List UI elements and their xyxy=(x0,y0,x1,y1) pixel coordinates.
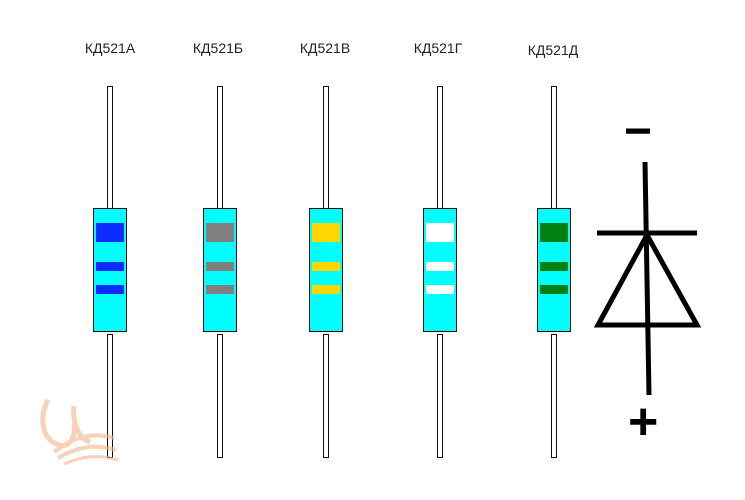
diode-label-a: КД521А xyxy=(84,40,136,56)
diode-body-d xyxy=(537,208,571,332)
band-narrow xyxy=(96,285,124,294)
diode-label-d: КД521Д xyxy=(527,42,579,58)
band-narrow xyxy=(96,262,124,271)
band-wide xyxy=(540,223,568,242)
band-narrow xyxy=(312,285,340,294)
band-wide xyxy=(312,223,340,242)
band-narrow xyxy=(206,285,234,294)
band-narrow xyxy=(540,285,568,294)
diode-body-g xyxy=(423,208,457,332)
diode-body-a xyxy=(93,208,127,332)
diode-body-v xyxy=(309,208,343,332)
band-wide xyxy=(206,223,234,242)
band-narrow xyxy=(312,262,340,271)
band-narrow xyxy=(426,262,454,271)
diode-lead-bottom xyxy=(437,334,443,458)
diode-lead-bottom xyxy=(551,334,557,458)
band-narrow xyxy=(206,262,234,271)
band-narrow xyxy=(426,285,454,294)
diode-lead-bottom xyxy=(323,334,329,458)
diode-lead-bottom xyxy=(217,334,223,458)
band-wide xyxy=(426,223,454,242)
plus-sign: + xyxy=(628,393,659,451)
diode-body-b xyxy=(203,208,237,332)
band-narrow xyxy=(540,262,568,271)
watermark-logo-icon xyxy=(40,398,119,466)
diode-label-b: КД521Б xyxy=(192,40,244,56)
band-wide xyxy=(96,223,124,242)
diode-label-v: КД521В xyxy=(299,40,351,56)
diode-label-g: КД521Г xyxy=(413,40,463,56)
minus-sign: − xyxy=(624,105,653,158)
